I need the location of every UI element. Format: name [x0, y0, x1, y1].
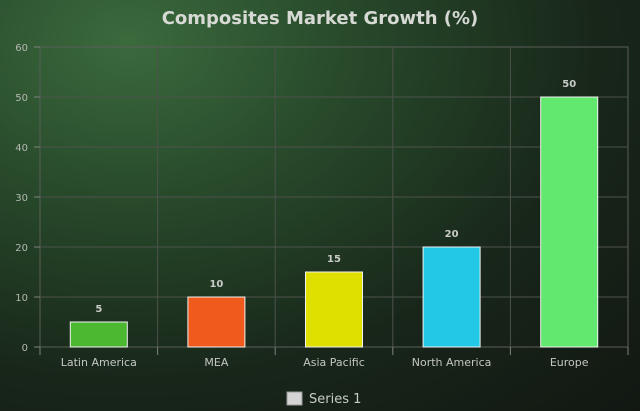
y-tick-label: 10 [15, 293, 28, 304]
bar[interactable] [540, 96, 599, 348]
y-tick-label: 20 [15, 243, 28, 254]
y-tick-label: 40 [15, 143, 28, 154]
x-tick-label: MEA [204, 356, 228, 369]
y-tick-label: 30 [15, 193, 28, 204]
x-tick-label: Asia Pacific [303, 356, 365, 369]
y-tick-label: 50 [15, 93, 28, 104]
bar[interactable] [305, 271, 363, 348]
legend-label: Series 1 [309, 392, 361, 407]
data-label: 10 [209, 279, 223, 290]
data-label: 5 [95, 304, 102, 315]
data-label: 15 [327, 254, 341, 265]
legend[interactable]: Series 1 [286, 391, 361, 407]
data-label: 50 [562, 79, 576, 90]
data-labels: 5 10 15 20 50 [95, 79, 576, 315]
y-tick-label: 60 [15, 43, 28, 54]
x-tick-label: North America [412, 356, 492, 369]
y-tick-label: 0 [22, 343, 28, 354]
grid-lines [40, 47, 628, 347]
x-tick-label: Europe [550, 356, 589, 369]
bar[interactable] [69, 321, 128, 348]
data-label: 20 [445, 229, 459, 240]
y-axis-ticks: 0 10 20 30 40 50 60 [15, 43, 40, 354]
x-axis-ticks: Latin America MEA Asia Pacific North Americ… [39, 347, 629, 369]
legend-swatch [286, 391, 303, 406]
x-tick-label: Latin America [61, 356, 137, 369]
bar[interactable] [187, 296, 246, 348]
bar[interactable] [422, 246, 481, 348]
bars [69, 96, 599, 348]
chart-title: Composites Market Growth (%) [162, 8, 479, 29]
